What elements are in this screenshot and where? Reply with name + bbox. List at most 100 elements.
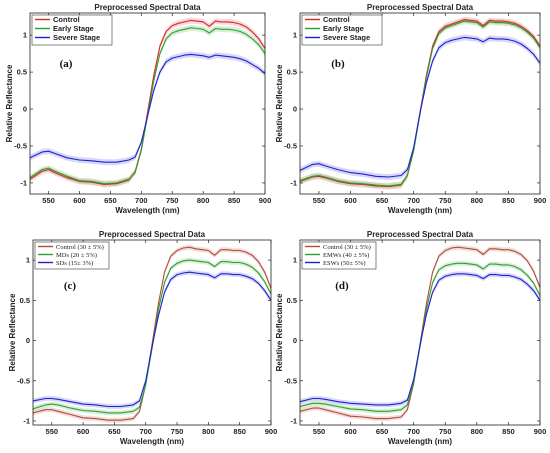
axes-frame	[29, 12, 266, 195]
series-line-1	[299, 19, 541, 188]
y-tick-label: 0.5	[17, 68, 27, 77]
y-tick-label: -1	[290, 178, 297, 187]
chart-title: Preprocessed Spectral Data	[367, 230, 474, 239]
x-tick-label: 700	[135, 196, 148, 205]
legend: Control (30 ± 5%)MDs (20 ± 5%)SDs (15± 3…	[34, 241, 110, 270]
legend-label-2: Early Stage	[53, 24, 94, 33]
panel-label: (d)	[335, 280, 349, 292]
series-line-1	[29, 19, 266, 185]
chart-title: Preprocessed Spectral Data	[99, 230, 206, 239]
y-tick-label: -1	[20, 178, 27, 187]
x-tick-label: 650	[108, 427, 121, 436]
x-tick-label: 650	[104, 196, 117, 205]
series-line-3	[32, 271, 272, 408]
panel-label: (c)	[64, 280, 77, 292]
x-axis-label: Wavelength (nm)	[388, 206, 452, 215]
y-tick-label: 1	[26, 256, 30, 265]
y-tick-label: 0	[26, 336, 30, 345]
x-tick-label: 550	[313, 196, 326, 205]
y-tick-label: -1	[23, 416, 30, 425]
legend-label-3: SDs (15± 3%)	[56, 260, 93, 267]
x-tick-label: 750	[439, 427, 452, 436]
legend-label-3: ESWs (50± 5%)	[323, 260, 366, 267]
x-tick-label: 650	[376, 427, 389, 436]
x-tick-label: 800	[197, 196, 210, 205]
chart-panel-2: 550 600 650 700 750 800 850 900 -1 -0.5 0 0.5 1 Prepr…	[275, 3, 546, 215]
x-tick-label: 600	[73, 196, 86, 205]
series-line-3	[29, 53, 266, 163]
y-tick-label: 1	[293, 256, 297, 265]
x-tick-label: 900	[534, 427, 547, 436]
x-tick-label: 850	[228, 196, 241, 205]
panel-label: (a)	[60, 58, 73, 70]
y-tick-label: -1	[290, 416, 297, 425]
y-tick-label: 0	[23, 105, 27, 114]
legend-label-1: Control (30 ± 5%)	[56, 244, 104, 251]
legend-label-2: Early Stage	[323, 24, 364, 33]
y-axis-label: Relative Reflectance	[8, 293, 17, 371]
y-tick-label: 0.5	[287, 296, 297, 305]
x-tick-label: 750	[166, 196, 179, 205]
x-tick-label: 550	[313, 427, 326, 436]
y-axis-label: Relative Reflectance	[275, 293, 284, 371]
series-line-1	[32, 246, 272, 421]
y-tick-label: 0.5	[287, 68, 297, 77]
chart-title: Preprocessed Spectral Data	[367, 3, 474, 12]
y-tick-label: -0.5	[284, 376, 297, 385]
series-line-3	[299, 273, 541, 406]
x-tick-label: 750	[171, 427, 184, 436]
y-tick-label: 0.5	[20, 296, 30, 305]
x-tick-label: 550	[46, 427, 59, 436]
axes-frame	[299, 239, 541, 426]
x-tick-label: 800	[471, 196, 484, 205]
chart-panel-4: 550 600 650 700 750 800 850 900 -1 -0.5 0 0.5 1 Prepr…	[275, 230, 546, 446]
x-tick-label: 600	[77, 427, 90, 436]
x-tick-label: 900	[265, 427, 278, 436]
panel-label: (b)	[331, 58, 345, 70]
chart-panel-3: 550 600 650 700 750 800 850 900 -1 -0.5 0 0.5 1 Prepr…	[8, 230, 277, 446]
plot-area	[300, 240, 540, 425]
axes-frame	[299, 12, 541, 195]
x-tick-label: 600	[344, 427, 357, 436]
x-tick-label: 900	[259, 196, 272, 205]
y-axis-label: Relative Reflectance	[275, 64, 284, 142]
x-tick-label: 900	[534, 196, 547, 205]
x-axis-label: Wavelength (nm)	[388, 437, 452, 446]
x-tick-label: 550	[42, 196, 55, 205]
legend: Control (30 ± 5%)EMWs (40 ± 5%)ESWs (50±…	[301, 241, 377, 270]
y-tick-label: -0.5	[284, 141, 297, 150]
y-tick-label: 0	[293, 336, 297, 345]
y-tick-label: 1	[23, 31, 27, 40]
y-tick-label: -0.5	[14, 141, 27, 150]
x-tick-label: 800	[471, 427, 484, 436]
x-tick-label: 700	[407, 427, 420, 436]
series-line-3	[299, 36, 541, 178]
y-tick-label: 1	[293, 31, 297, 40]
x-axis-label: Wavelength (nm)	[120, 437, 184, 446]
x-tick-label: 650	[376, 196, 389, 205]
series-line-2	[299, 262, 541, 412]
x-tick-label: 800	[202, 427, 215, 436]
legend-label-3: Severe Stage	[53, 33, 100, 42]
series-line-2	[29, 27, 266, 185]
legend-label-1: Control (30 ± 5%)	[323, 244, 371, 251]
chart-panel-1: 550 600 650 700 750 800 850 900 -1 -0.5 0 0.5 1 Prepr…	[5, 3, 271, 215]
x-tick-label: 750	[439, 196, 452, 205]
x-tick-label: 700	[407, 196, 420, 205]
series-line-2	[299, 20, 541, 187]
series-band-3	[30, 51, 265, 166]
legend-label-2: EMWs (40 ± 5%)	[323, 252, 369, 259]
legend-label-1: Control	[53, 15, 80, 24]
chart-title: Preprocessed Spectral Data	[94, 3, 201, 12]
x-tick-label: 850	[502, 196, 515, 205]
x-tick-label: 600	[344, 196, 357, 205]
series-line-1	[299, 246, 541, 420]
x-axis-label: Wavelength (nm)	[115, 206, 179, 215]
x-tick-label: 850	[502, 427, 515, 436]
plot-area	[33, 240, 271, 425]
x-tick-label: 700	[139, 427, 152, 436]
series-line-2	[32, 259, 272, 414]
